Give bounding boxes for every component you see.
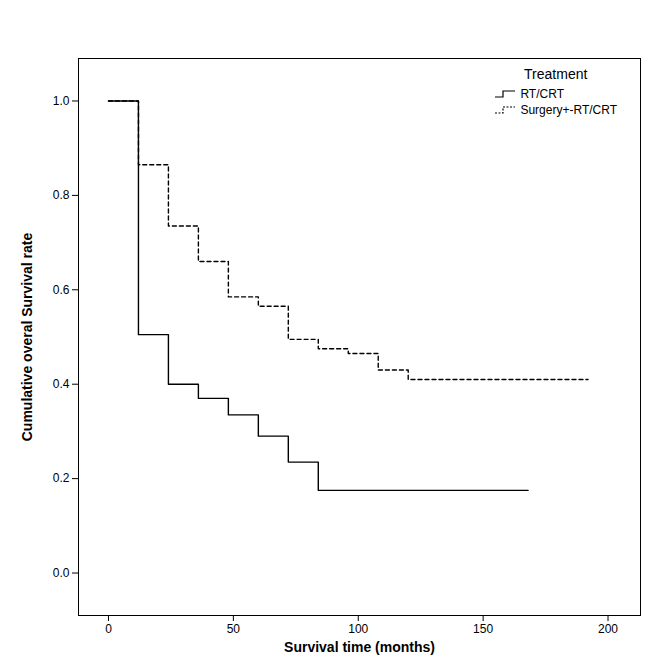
html-text:RT/CRT: RT/CRT [520,87,564,101]
svg-text:50: 50 [227,622,241,636]
svg-text:0.8: 0.8 [53,188,70,202]
html-text:Surgery+-RT/CRT: Surgery+-RT/CRT [520,103,617,117]
svg-text:0.0: 0.0 [53,566,70,580]
svg-text:0.2: 0.2 [53,471,70,485]
svg-text:Cumulative overal Survival rat: Cumulative overal Survival rate [19,233,35,442]
svg-text:0.4: 0.4 [53,377,70,391]
svg-text:100: 100 [348,622,368,636]
svg-text:Survival time (months): Survival time (months) [284,639,435,655]
svg-text:1.0: 1.0 [53,94,70,108]
svg-text:150: 150 [473,622,493,636]
html-text:Treatment: Treatment [524,66,588,82]
svg-text:200: 200 [598,622,618,636]
svg-text:0.6: 0.6 [53,283,70,297]
svg-text:0: 0 [105,622,112,636]
